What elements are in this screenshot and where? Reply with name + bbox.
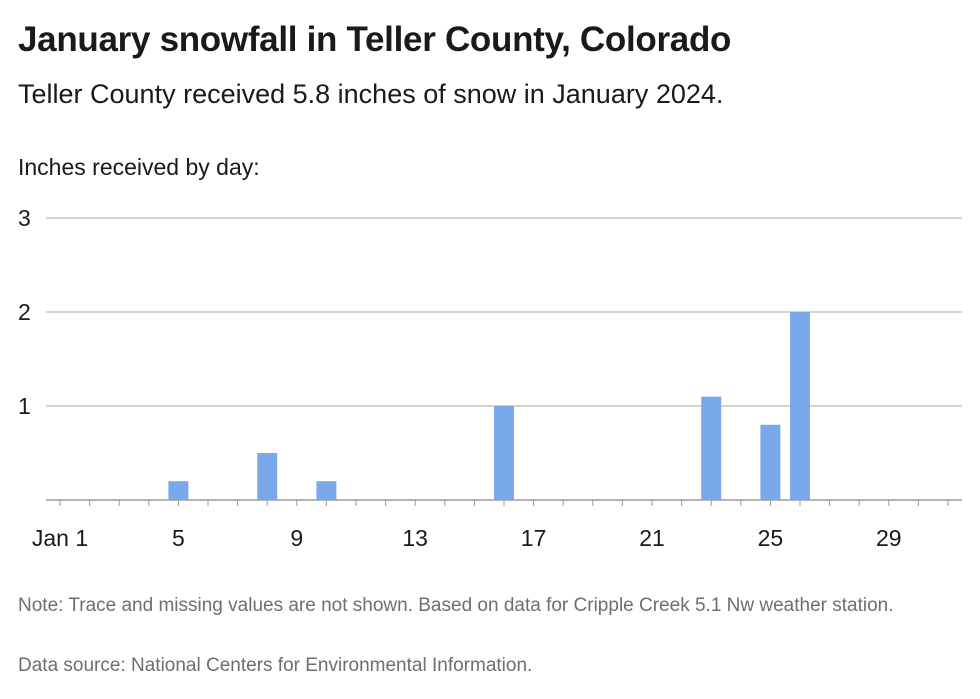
bar-day-8 bbox=[257, 453, 278, 500]
bar-day-10 bbox=[316, 481, 337, 500]
y-tick-label: 2 bbox=[18, 299, 31, 325]
chart-title: January snowfall in Teller County, Color… bbox=[18, 20, 732, 59]
bar-day-26 bbox=[790, 312, 810, 500]
x-tick-label: 9 bbox=[290, 525, 303, 551]
x-tick-label: 25 bbox=[758, 525, 784, 551]
y-tick-label: 3 bbox=[18, 205, 31, 231]
bar-chart: 1 2 3 Jan 1 5 9 13 17 21 25 29 bbox=[18, 205, 962, 551]
chart-subtitle: Teller County received 5.8 inches of sno… bbox=[18, 79, 724, 109]
bar-day-16 bbox=[494, 406, 514, 500]
chart-note: Note: Trace and missing values are not s… bbox=[18, 595, 894, 616]
bar-day-23 bbox=[701, 396, 722, 500]
x-tick-label: 29 bbox=[876, 525, 902, 551]
x-tick-label: 21 bbox=[639, 525, 665, 551]
x-tick-label: 17 bbox=[521, 525, 547, 551]
x-tick-label: 5 bbox=[172, 525, 185, 551]
x-tick-label: Jan 1 bbox=[32, 525, 88, 551]
x-tick-label: 13 bbox=[402, 525, 428, 551]
y-axis-label: Inches received by day: bbox=[18, 154, 260, 180]
data-source: Data source: National Centers for Enviro… bbox=[18, 655, 533, 676]
bar-day-25 bbox=[760, 424, 781, 500]
y-tick-label: 1 bbox=[18, 393, 31, 419]
bar-day-5 bbox=[168, 481, 189, 500]
